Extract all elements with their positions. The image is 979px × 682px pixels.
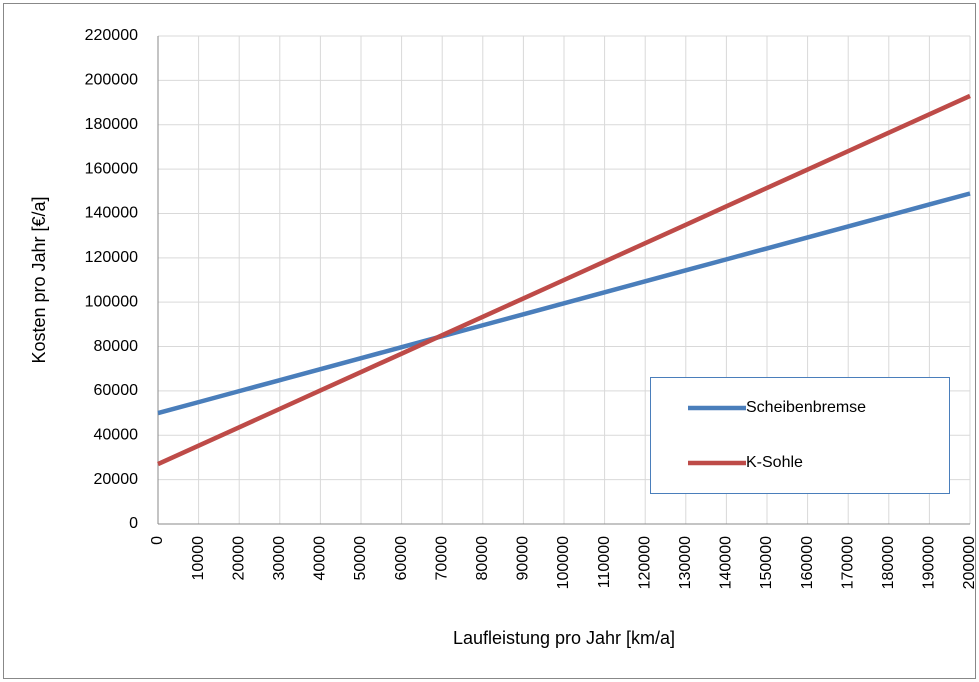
- x-tick-label: 10000: [190, 536, 207, 581]
- x-tick-label: 190000: [921, 536, 938, 589]
- series-line: [157, 191, 971, 416]
- x-tick-label: 20000: [230, 536, 247, 581]
- x-tick-label: 200000: [961, 536, 978, 589]
- y-tick-label: 140000: [85, 205, 138, 222]
- y-tick-label: 20000: [94, 471, 139, 488]
- y-axis-title: Kosten pro Jahr [€/a]: [29, 196, 49, 363]
- x-tick-label: 170000: [839, 536, 856, 589]
- x-tick-label: 160000: [799, 536, 816, 589]
- y-tick-label: 120000: [85, 249, 138, 266]
- chart-border: [3, 3, 976, 679]
- legend-box: [650, 377, 950, 494]
- x-axis-title: Laufleistung pro Jahr [km/a]: [453, 628, 675, 648]
- y-tick-label: 80000: [94, 338, 139, 355]
- x-tick-label: 100000: [555, 536, 572, 589]
- x-tick-label: 0: [149, 536, 166, 545]
- x-tick-label: 50000: [352, 536, 369, 581]
- y-tick-label: 100000: [85, 293, 138, 310]
- x-tick-label: 150000: [758, 536, 775, 589]
- y-tick-label: 200000: [85, 72, 138, 89]
- y-tick-label: 60000: [94, 382, 139, 399]
- x-tick-label: 60000: [393, 536, 410, 581]
- x-tick-label: 80000: [474, 536, 491, 581]
- series-line: [157, 93, 971, 467]
- x-tick-label: 120000: [636, 536, 653, 589]
- legend-label: Scheibenbremse: [746, 399, 866, 416]
- y-tick-label: 160000: [85, 160, 138, 177]
- x-tick-label: 130000: [677, 536, 694, 589]
- x-tick-label: 140000: [718, 536, 735, 589]
- x-tick-label: 70000: [433, 536, 450, 581]
- y-tick-label: 0: [129, 515, 138, 532]
- y-tick-label: 40000: [94, 426, 139, 443]
- y-tick-label: 180000: [85, 116, 138, 133]
- y-tick-label: 220000: [85, 27, 138, 44]
- x-tick-label: 110000: [596, 536, 613, 588]
- legend-label: K-Sohle: [746, 454, 803, 471]
- x-tick-label: 40000: [312, 536, 329, 581]
- x-tick-label: 30000: [271, 536, 288, 581]
- x-tick-label: 90000: [515, 536, 532, 581]
- x-tick-label: 180000: [880, 536, 897, 589]
